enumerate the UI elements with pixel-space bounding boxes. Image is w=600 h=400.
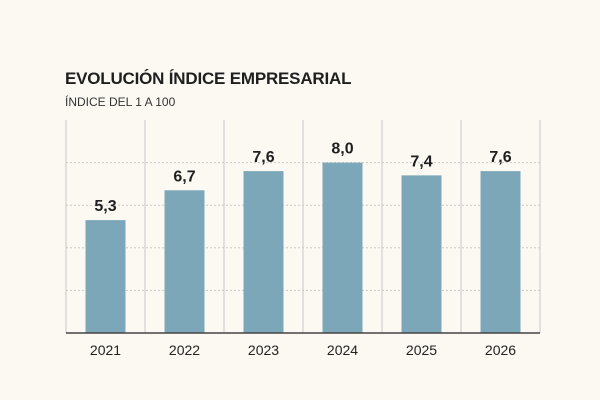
x-tick-label-2023: 2023 bbox=[248, 342, 279, 358]
bar-2024 bbox=[322, 162, 363, 333]
bar-2026 bbox=[480, 171, 521, 333]
value-label-2025: 7,4 bbox=[410, 153, 432, 170]
x-tick-label-2024: 2024 bbox=[327, 342, 358, 358]
value-label-2024: 8,0 bbox=[331, 141, 353, 158]
value-labels: 5,3 6,7 7,6 8,0 7,4 7,6 bbox=[94, 141, 511, 216]
x-tick-label-2026: 2026 bbox=[485, 342, 516, 358]
value-label-2021: 5,3 bbox=[94, 198, 116, 215]
chart-subtitle: ÍNDICE DEL 1 A 100 bbox=[65, 95, 176, 109]
bar-2023 bbox=[243, 171, 284, 333]
value-label-2023: 7,6 bbox=[252, 149, 274, 166]
grid-lines bbox=[65, 120, 541, 333]
value-label-2022: 6,7 bbox=[173, 168, 195, 185]
chart-title: EVOLUCIÓN ÍNDICE EMPRESARIAL bbox=[65, 69, 352, 88]
bars bbox=[85, 162, 521, 333]
x-tick-label-2021: 2021 bbox=[90, 342, 121, 358]
bar-2025 bbox=[401, 175, 442, 333]
x-tick-label-2025: 2025 bbox=[406, 342, 437, 358]
value-label-2026: 7,6 bbox=[489, 149, 511, 166]
x-axis: 2021 2022 2023 2024 2025 2026 bbox=[66, 332, 540, 358]
bar-2021 bbox=[85, 220, 126, 333]
bar-2022 bbox=[164, 190, 205, 333]
x-tick-label-2022: 2022 bbox=[169, 342, 200, 358]
